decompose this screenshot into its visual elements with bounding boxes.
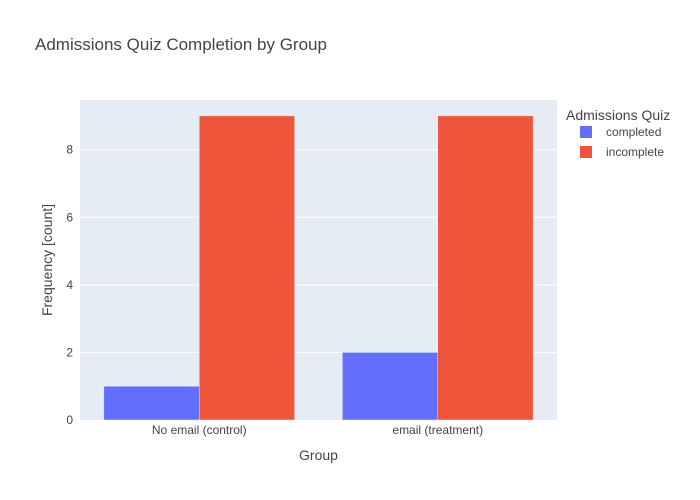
y-tick-labels: 0 2 4 6 8	[66, 143, 73, 427]
legend-label-completed: completed	[606, 125, 661, 139]
x-tick-label: email (treatment)	[392, 423, 483, 437]
y-tick-label: 4	[66, 278, 73, 292]
x-tick-labels: No email (control) email (treatment)	[152, 423, 483, 437]
legend-label-incomplete: incomplete	[606, 145, 664, 159]
legend-title: Admissions Quiz	[566, 107, 670, 123]
x-tick-label: No email (control)	[152, 423, 247, 437]
bar-completed-1	[342, 352, 439, 421]
chart-title: Admissions Quiz Completion by Group	[35, 35, 327, 54]
bar-completed-0	[103, 385, 200, 421]
x-axis-title: Group	[299, 447, 338, 463]
legend: Admissions Quiz completed incomplete	[566, 107, 670, 159]
legend-swatch-incomplete	[580, 146, 592, 158]
y-tick-label: 6	[66, 210, 73, 224]
y-tick-label: 2	[66, 345, 73, 359]
legend-items: completed incomplete	[580, 125, 664, 159]
legend-swatch-completed	[580, 126, 592, 138]
bar-incomplete-0	[199, 115, 295, 421]
bars	[103, 115, 534, 421]
y-tick-label: 0	[66, 413, 73, 427]
y-axis-title: Frequency [count]	[39, 204, 55, 316]
y-tick-label: 8	[66, 143, 73, 157]
bar-incomplete-1	[437, 115, 534, 421]
